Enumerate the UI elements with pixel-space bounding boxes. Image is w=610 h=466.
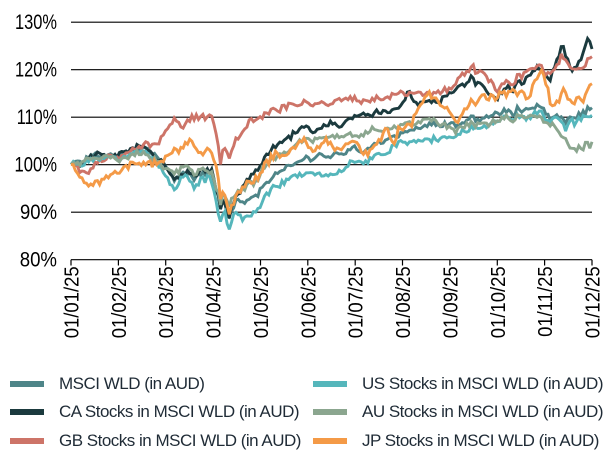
svg-text:80%: 80% [20, 249, 57, 272]
svg-text:01/04/25: 01/04/25 [204, 266, 226, 338]
svg-text:100%: 100% [15, 154, 58, 177]
svg-text:90%: 90% [20, 201, 57, 224]
svg-text:01/09/25: 01/09/25 [441, 266, 463, 338]
svg-text:01/10/25: 01/10/25 [488, 266, 510, 338]
svg-text:01/12/25: 01/12/25 [583, 266, 605, 338]
svg-text:01/07/25: 01/07/25 [346, 266, 368, 338]
svg-text:01/11/25: 01/11/25 [535, 266, 557, 337]
svg-text:01/05/25: 01/05/25 [251, 266, 273, 338]
svg-text:01/03/25: 01/03/25 [157, 266, 179, 338]
svg-text:130%: 130% [15, 10, 57, 33]
svg-text:01/06/25: 01/06/25 [299, 266, 321, 338]
svg-text:110%: 110% [17, 105, 57, 129]
svg-text:01/02/25: 01/02/25 [109, 266, 131, 338]
svg-text:120%: 120% [15, 58, 57, 81]
svg-text:01/08/25: 01/08/25 [393, 266, 415, 338]
svg-text:01/01/25: 01/01/25 [62, 266, 84, 338]
